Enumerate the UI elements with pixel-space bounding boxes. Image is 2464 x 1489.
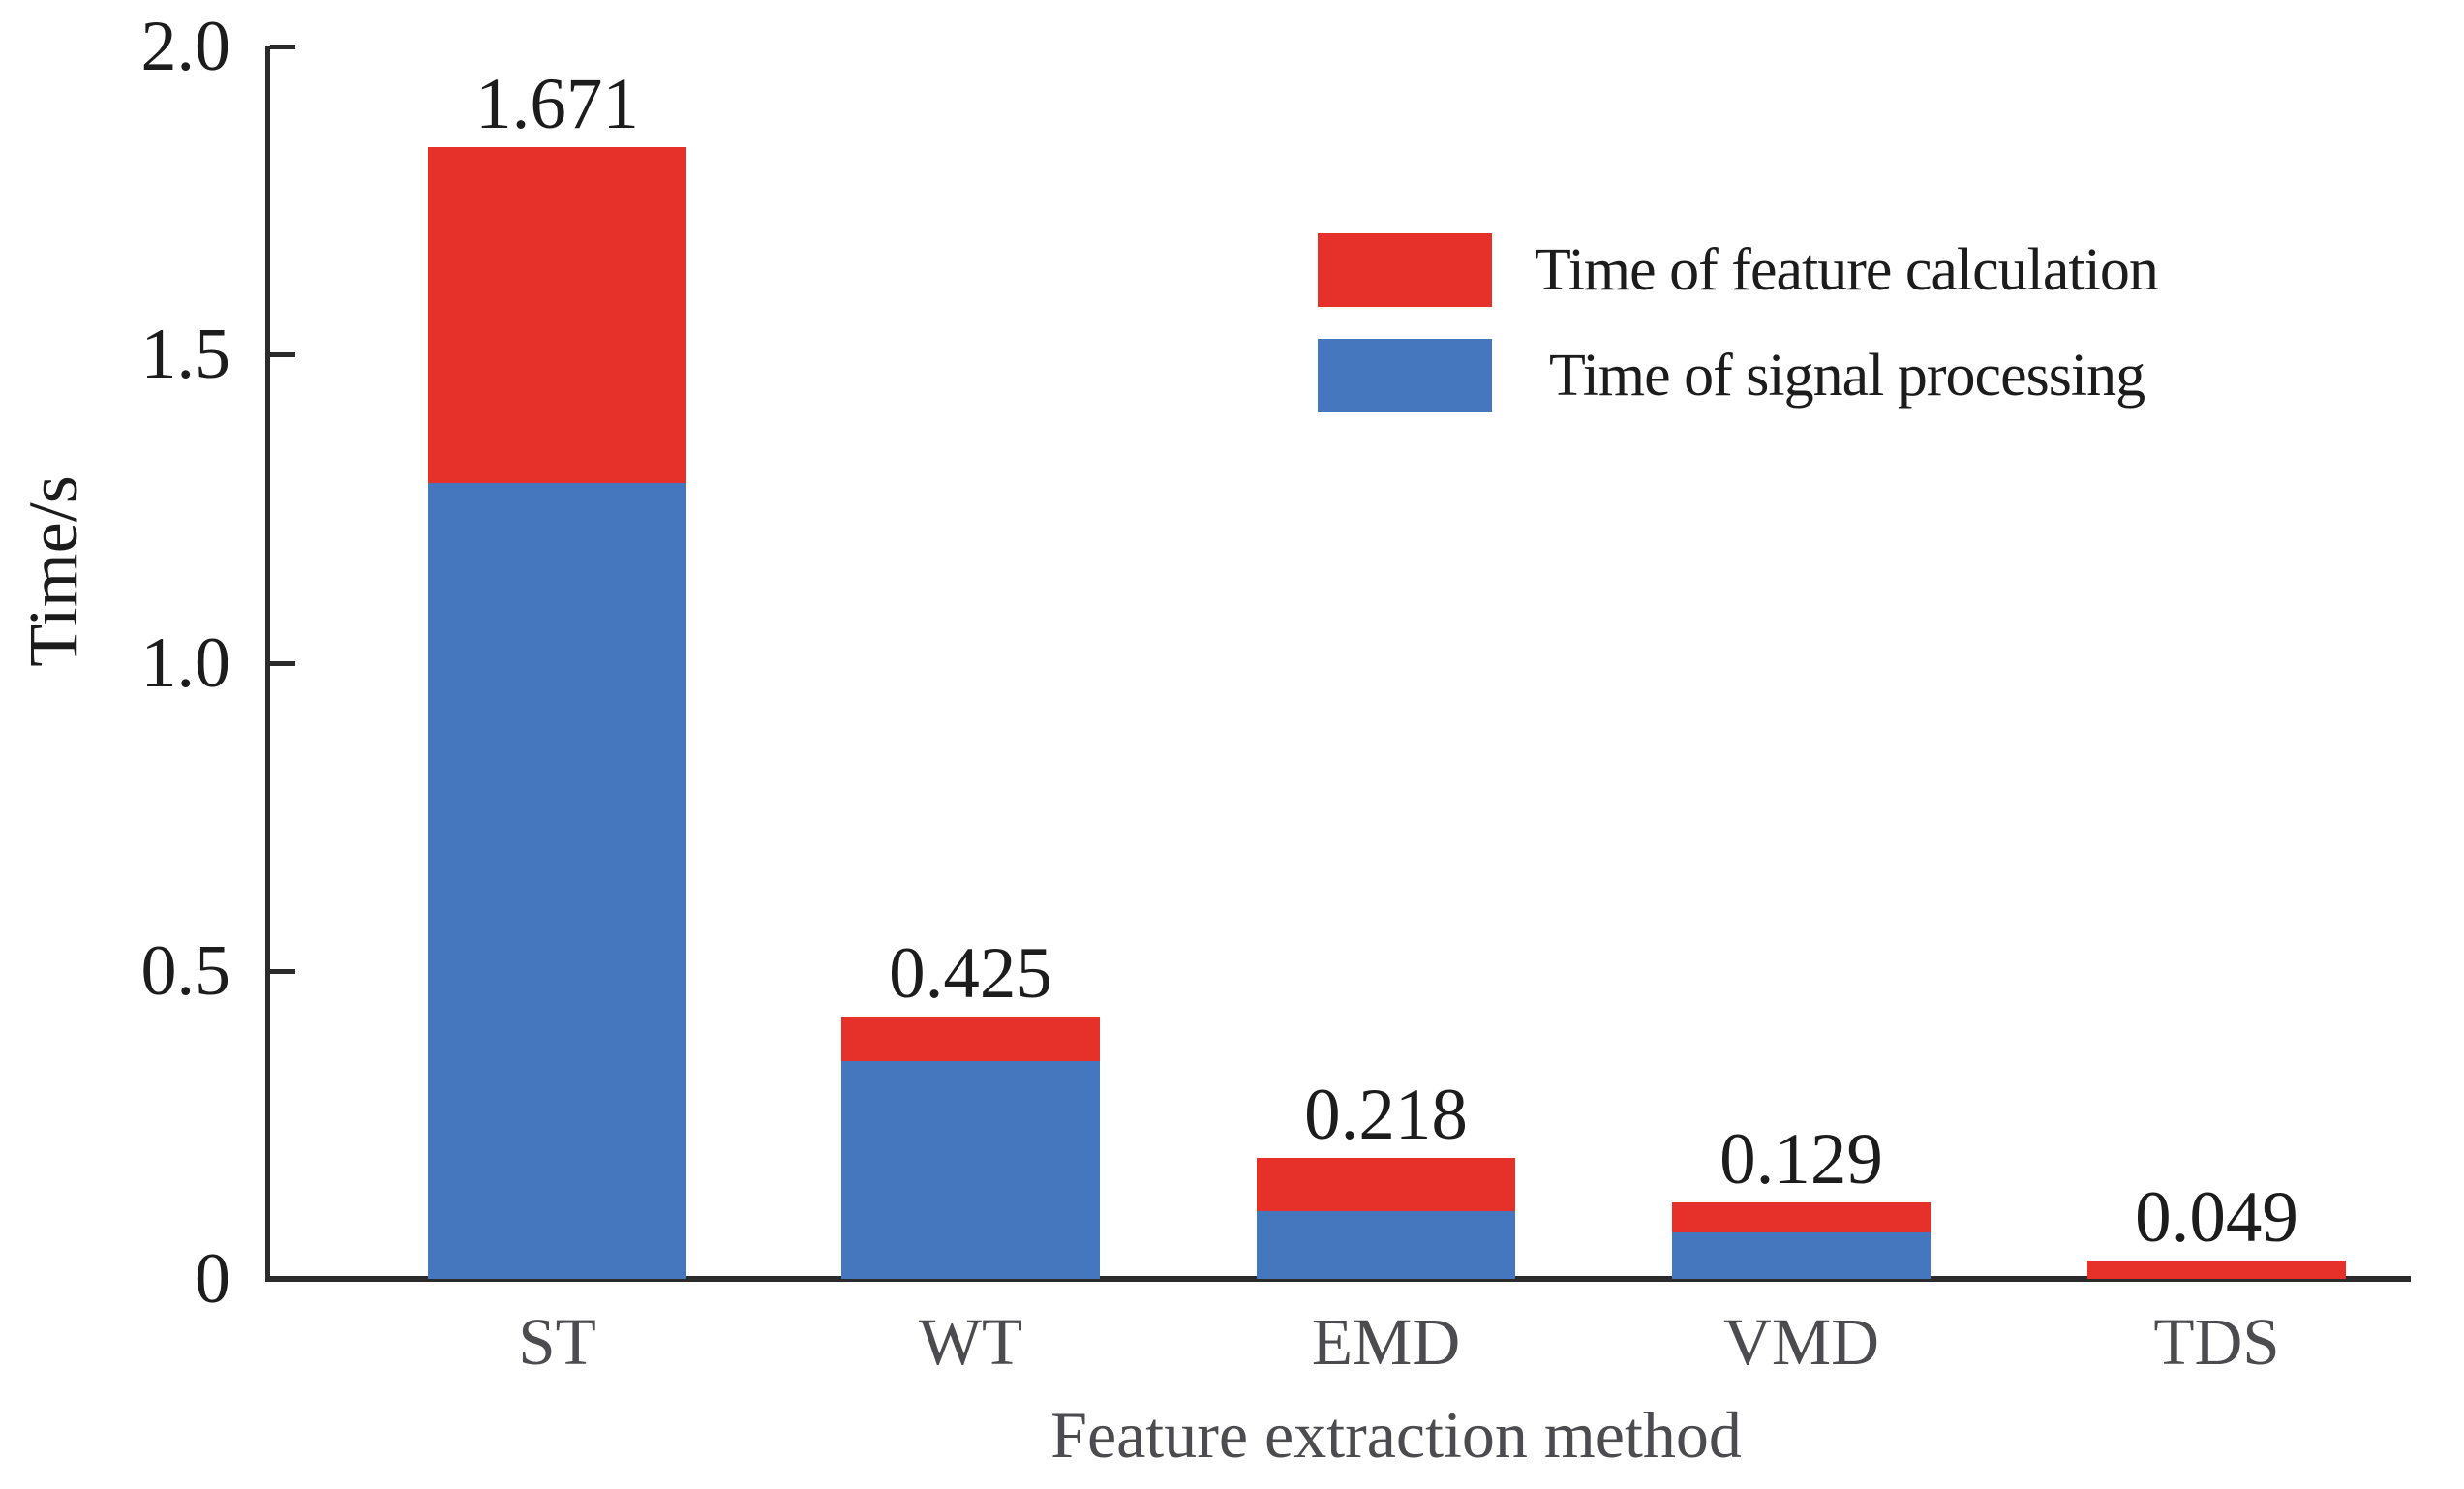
bar-value-label-ST: 1.671 bbox=[475, 64, 639, 144]
bar-value-label-WT: 0.425 bbox=[889, 933, 1052, 1014]
bar-value-label-VMD: 0.129 bbox=[1719, 1119, 1883, 1200]
y-tick-label: 0 bbox=[195, 1239, 230, 1319]
category-label-VMD: VMD bbox=[1722, 1305, 1879, 1379]
bar-segment-feature-calculation-VMD bbox=[1672, 1202, 1931, 1232]
x-axis-title: Feature extraction method bbox=[1050, 1398, 1742, 1472]
bar-value-label-TDS: 0.049 bbox=[2135, 1177, 2298, 1258]
y-tick-label: 1.5 bbox=[140, 315, 231, 395]
bar-value-label-EMD: 0.218 bbox=[1304, 1075, 1468, 1155]
category-label-WT: WT bbox=[918, 1305, 1023, 1379]
bar-segment-feature-calculation-TDS bbox=[2087, 1261, 2346, 1279]
x-axis-line bbox=[265, 1276, 2411, 1282]
category-label-EMD: EMD bbox=[1311, 1305, 1461, 1379]
y-tick-mark bbox=[270, 660, 295, 666]
y-tick-label: 0.5 bbox=[140, 930, 231, 1011]
bar-segment-feature-calculation-EMD bbox=[1257, 1158, 1515, 1211]
bar-segment-signal-processing-EMD bbox=[1257, 1211, 1515, 1279]
y-axis-title: Time/s bbox=[15, 475, 92, 667]
y-tick-mark bbox=[270, 45, 295, 49]
y-tick-mark bbox=[270, 968, 295, 974]
category-label-ST: ST bbox=[518, 1305, 596, 1379]
bar-segment-signal-processing-WT bbox=[841, 1061, 1100, 1279]
bar-segment-feature-calculation-ST bbox=[428, 147, 686, 483]
y-tick-label: 2.0 bbox=[140, 7, 231, 86]
bar-segment-signal-processing-ST bbox=[428, 483, 686, 1279]
bar-segment-feature-calculation-WT bbox=[841, 1017, 1100, 1061]
y-tick-mark bbox=[270, 352, 295, 358]
legend-swatch-signal-processing bbox=[1318, 339, 1492, 412]
category-label-TDS: TDS bbox=[2153, 1305, 2280, 1379]
legend-swatch-feature-calculation bbox=[1318, 233, 1492, 307]
y-tick-label: 1.0 bbox=[140, 623, 231, 703]
legend-label-feature-calculation: Time of feature calculation bbox=[1535, 236, 2159, 303]
y-axis-line bbox=[265, 46, 270, 1282]
bar-segment-signal-processing-VMD bbox=[1672, 1232, 1931, 1279]
legend-label-signal-processing: Time of signal processing bbox=[1549, 342, 2145, 409]
